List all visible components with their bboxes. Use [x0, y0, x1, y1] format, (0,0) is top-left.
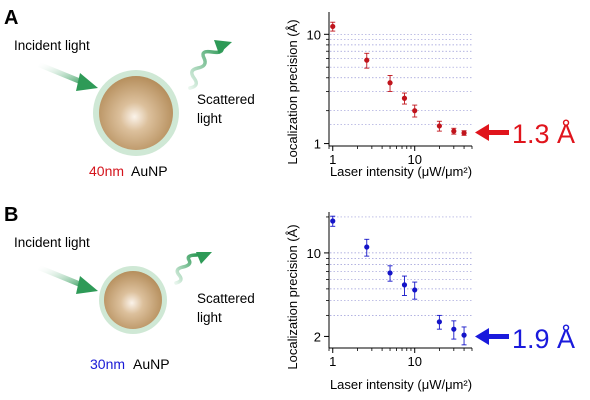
chart-data-point [436, 123, 442, 129]
chart-data-point [364, 244, 370, 250]
chart-b-axes: 1 10 2 10 [307, 212, 473, 369]
chart-data-point [330, 218, 336, 224]
chart-b-xlabel: Laser intensity (μW/μm²) [330, 377, 472, 392]
chart-x-tick-label: 1 [329, 354, 336, 369]
panel-b-size-label: 30nm [90, 356, 125, 372]
panel-b-particle-label: AuNP [133, 356, 170, 372]
chart-a-annotation-arrow [475, 124, 509, 141]
chart-a-precision-label: 1.3 Å [512, 118, 575, 149]
chart-a-points [330, 21, 467, 136]
chart-data-point [401, 282, 408, 288]
chart-a: 1 10 1 10 Laser intensity (μW/μm²) Localiza… [285, 12, 575, 179]
panel-a-schematic: A Incident light Scattered light 40nm Au… [4, 7, 255, 179]
panel-a-scattered-label-2: light [197, 111, 222, 126]
chart-b: 1 10 2 10 Laser intensity (μW/μm²) Localiza… [285, 212, 575, 392]
panel-b-nanoparticle [99, 266, 167, 334]
panel-b-incident-label: Incident light [14, 235, 90, 250]
chart-x-tick-label: 10 [407, 152, 421, 167]
panel-b-scattered-wave [174, 252, 212, 285]
panel-b-letter: B [4, 204, 18, 226]
chart-b-gridlines [330, 216, 472, 316]
chart-y-tick-label: 10 [307, 246, 321, 261]
chart-data-point [412, 108, 418, 114]
panel-b-incident-arrow [38, 265, 98, 294]
panel-a-letter: A [4, 7, 18, 29]
chart-data-point [451, 128, 457, 134]
chart-data-point [461, 130, 467, 136]
chart-a-gridlines [330, 33, 472, 125]
panel-a-incident-arrow [38, 62, 98, 91]
panel-a-nanoparticle [93, 70, 179, 156]
panel-a-scattered-wave [188, 40, 232, 90]
chart-b-precision-label: 1.9 Å [512, 323, 575, 354]
chart-data-point [387, 270, 393, 276]
chart-a-xlabel: Laser intensity (μW/μm²) [330, 164, 472, 179]
chart-data-point [451, 326, 457, 332]
panel-b-scattered-label-1: Scattered [197, 291, 255, 306]
panel-a-particle-label: AuNP [131, 163, 168, 179]
chart-y-tick-label: 1 [314, 137, 321, 152]
chart-b-points [330, 215, 467, 346]
chart-x-tick-label: 1 [329, 152, 336, 167]
chart-data-point [461, 332, 467, 338]
panel-b-schematic: B Incident light Scattered light 30nm Au… [4, 204, 255, 372]
chart-b-ylabel: Localization precision (Å) [285, 224, 300, 369]
chart-y-tick-label: 2 [314, 329, 321, 344]
chart-b-annotation-arrow [475, 328, 509, 345]
chart-x-tick-label: 10 [407, 354, 421, 369]
panel-a-scattered-label-1: Scattered [197, 92, 255, 107]
chart-data-point [436, 319, 442, 325]
panel-a-size-label: 40nm [89, 163, 124, 179]
chart-a-ylabel: Localization precision (Å) [285, 19, 300, 164]
panel-a-incident-label: Incident light [14, 38, 90, 53]
chart-y-tick-label: 10 [307, 27, 321, 42]
panel-b-scattered-label-2: light [197, 310, 222, 325]
chart-data-point [412, 287, 418, 293]
chart-a-axes: 1 10 1 10 [307, 12, 473, 167]
chart-data-point [401, 95, 408, 101]
chart-data-point [387, 80, 393, 86]
chart-data-point [330, 23, 336, 30]
chart-data-point [364, 57, 370, 63]
